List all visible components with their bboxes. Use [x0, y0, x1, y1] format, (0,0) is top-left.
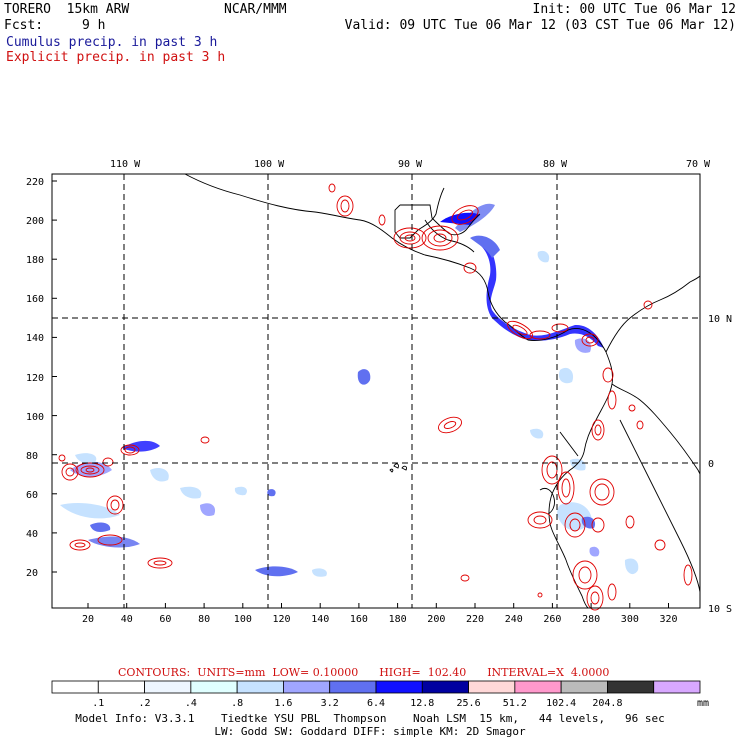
colorbar-swatch — [375, 680, 423, 694]
lon-label: 110 W — [110, 159, 141, 170]
map-frame — [51, 173, 701, 609]
colorbar-swatch — [421, 680, 469, 694]
colorbar-label: .4 — [184, 698, 197, 709]
y-tick-label: 40 — [26, 528, 39, 540]
y-tick-label: 100 — [26, 411, 45, 423]
axis-ticks — [52, 180, 669, 608]
colorbar-swatch — [51, 680, 99, 694]
x-tick-label: 40 — [120, 614, 133, 625]
colorbar-swatch — [329, 680, 377, 694]
latlon-grid — [52, 174, 700, 608]
valid-time: Valid: 09 UTC Tue 06 Mar 12 (03 CST Tue … — [344, 18, 736, 33]
colorbar-label: .8 — [231, 698, 244, 709]
lon-label: 90 W — [398, 159, 423, 170]
fcst-value: 9 h — [82, 18, 106, 33]
colorbar-label: .2 — [138, 698, 151, 709]
colorbar-swatch — [653, 680, 701, 694]
y-tick-label: 120 — [26, 372, 45, 384]
colorbar-swatch — [144, 680, 192, 694]
colorbar-swatch — [468, 680, 516, 694]
fcst-label: Fcst: — [4, 18, 44, 33]
field-explicit-label: Explicit precip. in past 3 h — [6, 50, 226, 65]
x-tick-label: 300 — [620, 614, 639, 625]
colorbar-label: 25.6 — [456, 698, 481, 709]
y-tick-label: 220 — [26, 177, 45, 188]
x-tick-label: 80 — [198, 614, 211, 625]
init-time: Init: 00 UTC Tue 06 Mar 12 — [532, 2, 737, 17]
colorbar-label: 3.2 — [320, 698, 339, 709]
y-tick-label: 160 — [26, 294, 45, 306]
lat-label: 10 S — [708, 604, 733, 615]
center-name: NCAR/MMM — [224, 2, 287, 17]
model-title: TORERO 15km ARW — [4, 2, 130, 17]
model-physics: LW: Godd SW: Goddard DIFF: simple KM: 2D… — [214, 725, 526, 738]
lon-label: 100 W — [254, 159, 285, 170]
y-tick-label: 60 — [26, 489, 39, 501]
colorbar-swatch — [190, 680, 238, 694]
x-tick-label: 120 — [272, 614, 291, 625]
colorbar-label: .1 — [92, 698, 105, 709]
x-tick-label: 100 — [233, 614, 252, 625]
field-cumulus-label: Cumulus precip. in past 3 h — [6, 35, 218, 50]
colorbar-swatch — [560, 680, 608, 694]
colorbar-label: 204.8 — [592, 698, 623, 709]
colorbar-label: 102.4 — [546, 698, 577, 709]
colorbar-swatch — [283, 680, 331, 694]
coastlines — [184, 173, 701, 609]
colorbar-swatch — [236, 680, 284, 694]
x-tick-label: 260 — [543, 614, 562, 625]
y-tick-label: 200 — [26, 216, 45, 228]
y-tick-label: 140 — [26, 333, 45, 345]
colorbar-label: 12.8 — [410, 698, 435, 709]
contour-info: CONTOURS: UNITS=mm LOW= 0.10000 HIGH= 10… — [118, 666, 610, 679]
x-tick-label: 320 — [659, 614, 678, 625]
x-tick-label: 180 — [388, 614, 407, 625]
lon-label: 70 W — [686, 159, 711, 170]
colorbar-unit: mm — [697, 698, 710, 709]
x-tick-label: 200 — [427, 614, 446, 625]
colorbar-label: 51.2 — [502, 698, 527, 709]
lat-label: 0 — [708, 459, 715, 470]
colorbar-swatch — [97, 680, 145, 694]
x-tick-label: 160 — [349, 614, 368, 625]
x-tick-label: 140 — [311, 614, 330, 625]
colorbar — [51, 680, 701, 694]
lon-label: 80 W — [543, 159, 568, 170]
cumulus-shading — [60, 203, 639, 577]
model-info: Model Info: V3.3.1 Tiedtke YSU PBL Thomp… — [75, 712, 665, 725]
colorbar-label: 1.6 — [274, 698, 293, 709]
x-tick-label: 280 — [582, 614, 601, 625]
explicit-contours — [58, 183, 693, 611]
colorbar-swatch — [514, 680, 562, 694]
lat-label: 10 N — [708, 314, 733, 325]
y-tick-label: 80 — [26, 450, 39, 462]
y-tick-label: 20 — [26, 568, 39, 579]
x-tick-label: 60 — [159, 614, 172, 625]
x-tick-label: 240 — [504, 614, 523, 625]
colorbar-label: 6.4 — [366, 698, 386, 709]
x-tick-label: 220 — [466, 614, 485, 625]
x-tick-label: 20 — [82, 614, 95, 625]
colorbar-swatch — [607, 680, 655, 694]
y-tick-label: 180 — [26, 255, 45, 267]
